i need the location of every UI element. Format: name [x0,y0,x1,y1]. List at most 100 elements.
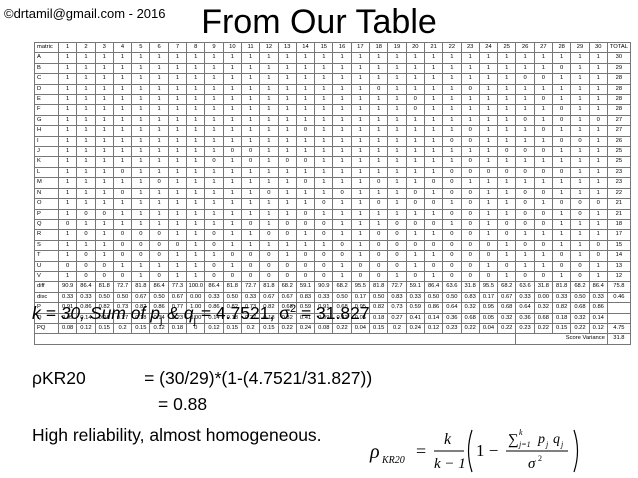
row-label: P [34,208,59,220]
table-cell: 0 [497,218,517,231]
table-cell: 1 [186,125,206,137]
table-cell: 1 [552,218,572,231]
table-cell: 0.83 [387,291,407,304]
table-cell: 1 [204,135,224,148]
table-cell: 1 [94,239,114,252]
table-cell: 1 [552,52,572,64]
table-cell: 1 [423,125,444,137]
table-cell: 25 [606,156,631,168]
variance-value: = 31.827 [296,303,370,323]
table-cell: 0 [112,187,133,200]
table-cell: 0 [405,218,425,231]
table-cell: 1 [112,114,133,127]
table-cell: 1 [588,125,608,137]
table-cell: 1 [570,166,590,179]
table-cell: 1 [350,52,371,64]
table-cell: 1 [186,187,206,200]
table-cell: 29 [606,62,631,75]
table-cell: 1 [552,94,572,106]
table-cell: 72.7 [240,281,261,293]
and-q-text: & q [162,303,194,323]
table-cell: 1 [387,270,407,283]
table-cell: 1 [405,166,425,179]
table-cell: 0 [533,208,554,220]
table-cell: 1 [167,218,188,231]
table-cell: 0 [460,83,480,96]
row-label: K [34,156,59,168]
table-cell: 1 [186,135,206,148]
table-cell: 1 [460,114,480,127]
table-cell: 1 [94,114,114,127]
table-cell: 1 [570,83,590,96]
table-cell: 1 [57,156,78,168]
table-cell: 72.7 [112,281,133,293]
table-cell: 1 [76,177,96,189]
column-header: 20 [405,41,425,54]
table-cell: 1 [204,166,224,179]
table-cell: 1 [76,198,96,210]
table-cell [606,312,631,324]
table-cell: 1 [387,135,407,148]
table-cell: 1 [57,135,78,148]
column-header: 11 [240,41,261,54]
table-cell: 0 [405,104,425,116]
table-cell: 0 [460,250,480,262]
table-cell: 1 [149,156,169,168]
table-cell: 0 [204,229,224,241]
table-cell: 0.05 [478,312,499,324]
table-cell: 1 [314,104,334,116]
table-cell: 1 [588,135,608,148]
table-cell: 1 [186,166,206,179]
table-cell: 0 [149,239,169,252]
table-cell: 0.22 [570,322,590,335]
table-cell: 1 [405,177,425,189]
table-cell: 1 [167,135,188,148]
table-cell: 1 [387,83,407,96]
table-cell: 0 [442,270,462,283]
score-variance-label: Score Variance [515,333,608,345]
table-cell: 1 [57,73,78,85]
table-cell: 0 [149,270,169,283]
table-cell: 0 [405,94,425,106]
table-cell: 1 [131,166,151,179]
table-cell: 0 [112,166,133,179]
table-cell: 1 [515,229,535,241]
table-cell: 1 [222,114,242,127]
row-label: diff [34,281,59,293]
table-cell: 1 [423,94,444,106]
row-label: E [34,94,59,106]
table-cell: 1 [350,73,371,85]
table-cell: 1 [570,94,590,106]
table-cell: 0.50 [369,291,389,304]
table-cell: 0.14 [588,312,608,324]
table-cell: 1 [94,104,114,116]
table-cell: 1 [332,135,352,148]
table-cell: 1 [515,83,535,96]
table-cell: 0 [112,270,133,283]
table-cell: 1 [204,73,224,85]
table-cell: 1 [222,187,242,200]
table-cell: 1 [442,52,462,64]
table-cell: 1 [149,187,169,200]
table-cell: 1 [350,198,371,210]
table-cell: 1 [57,229,78,241]
table-cell: 1 [423,229,444,241]
table-cell: 0 [204,239,224,252]
table-cell: 0 [515,239,535,252]
table-cell: 1 [76,135,96,148]
table-cell: 1 [149,166,169,179]
table-cell: 59.1 [295,281,316,293]
table-cell: 1 [295,239,316,252]
table-cell: 1 [552,73,572,85]
table-cell: 1 [222,52,242,64]
table-row: S 1 1 1 0 0 0 0 1 0 1 1 1 1 1 1 0 1 0 0 0 0 0 0 0 1 0 0 1 1 0 15 [34,239,631,252]
table-cell: 1 [57,177,78,189]
table-cell: 1 [277,135,297,148]
equals-text: = 4.7521, σ [195,303,290,323]
table-cell: 1 [76,83,96,96]
table-cell: 1 [570,229,590,241]
column-header: 1 [57,41,78,54]
table-cell: 0.00 [533,291,554,304]
q-symbol: q [553,432,560,447]
table-cell: 1 [76,146,96,158]
